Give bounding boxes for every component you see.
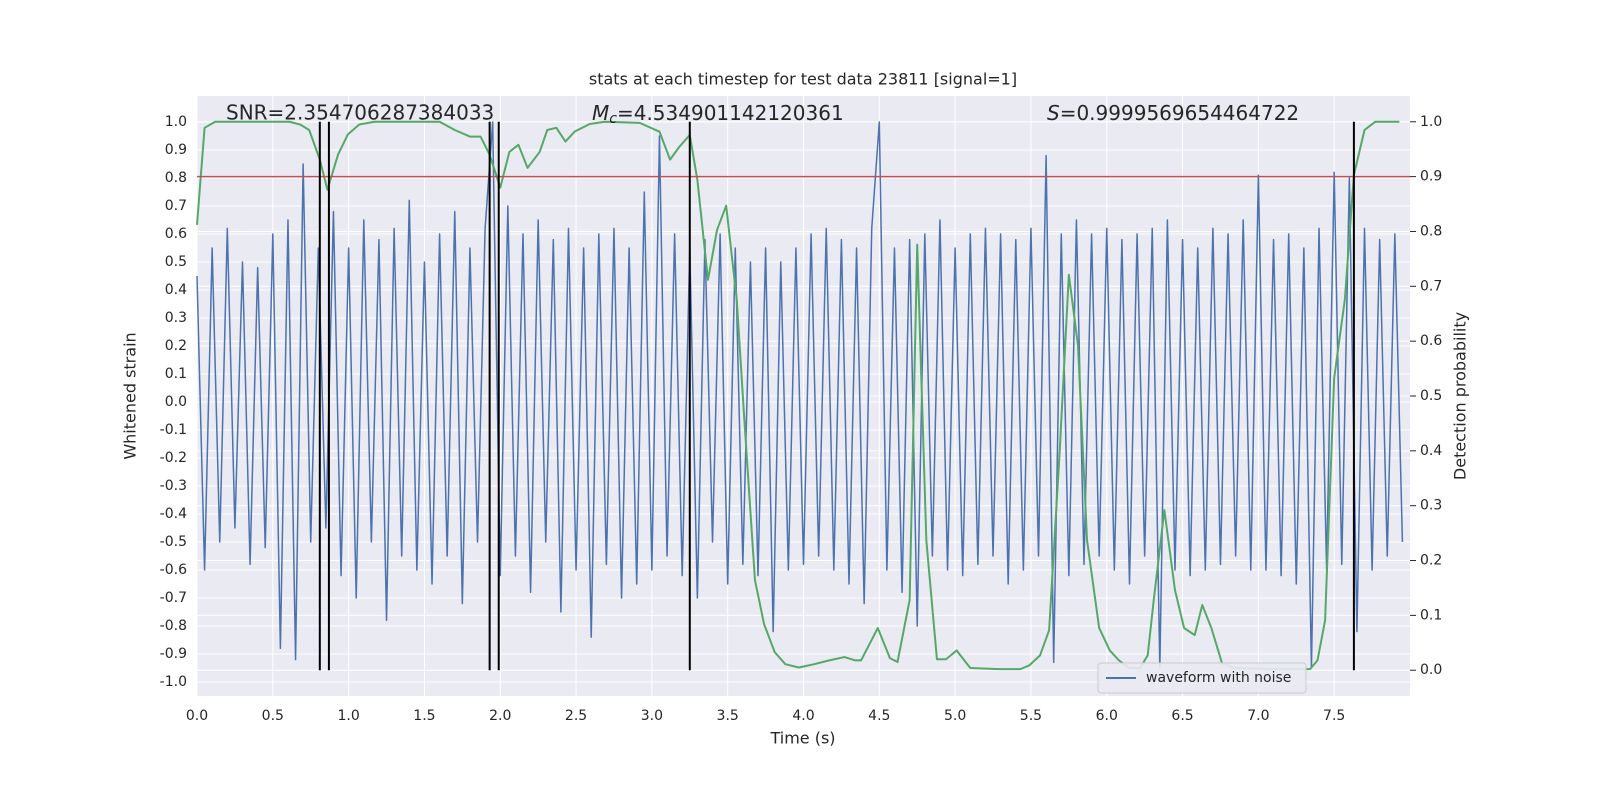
x-tick-label: 2.0 xyxy=(489,708,511,724)
annotation: Mc=4.534901142120361 xyxy=(592,101,844,128)
annotation-symbol: M xyxy=(592,101,609,125)
x-tick-label: 6.0 xyxy=(1096,708,1118,724)
y-tick-label: -0.6 xyxy=(160,562,187,578)
y-tick-label: -0.3 xyxy=(160,478,187,494)
x-tick-label: 3.0 xyxy=(641,708,663,724)
y2-tick-label: 0.6 xyxy=(1420,333,1442,349)
y2-tick-label: 0.5 xyxy=(1420,388,1442,404)
annotation-text: =4.534901142120361 xyxy=(617,101,844,125)
annotation: SNR=2.354706287384033 xyxy=(226,101,494,125)
y2-tick-label: 1.0 xyxy=(1420,114,1442,130)
x-tick-label: 0.0 xyxy=(186,708,208,724)
y-tick-label: -0.7 xyxy=(160,590,187,606)
chart-title: stats at each timestep for test data 238… xyxy=(589,70,1017,89)
x-tick-label: 0.5 xyxy=(262,708,284,724)
y-tick-label: 0.8 xyxy=(165,170,187,186)
y-tick-label: 0.4 xyxy=(165,282,187,298)
y-tick-label: 0.3 xyxy=(165,310,187,326)
y-tick-label: 0.9 xyxy=(165,142,187,158)
y-tick-label: -0.1 xyxy=(160,422,187,438)
x-axis-label: Time (s) xyxy=(769,729,835,748)
series-line xyxy=(196,120,1400,671)
legend-label: waveform with noise xyxy=(1146,670,1291,686)
legend-box xyxy=(1097,662,1307,694)
y-tick-label: 0.0 xyxy=(165,394,187,410)
x-tick-label: 4.5 xyxy=(868,708,890,724)
y-tick-label: 0.5 xyxy=(165,254,187,270)
y-tick-label: -0.5 xyxy=(160,534,187,550)
x-tick-label: 1.0 xyxy=(337,708,359,724)
y-axis-label: Whitened strain xyxy=(121,332,140,459)
annotation-subscript: c xyxy=(609,111,617,127)
x-tick-label: 1.5 xyxy=(413,708,435,724)
y-tick-label: 0.7 xyxy=(165,198,187,214)
x-tick-label: 4.0 xyxy=(792,708,814,724)
y-tick-label: 0.6 xyxy=(165,226,187,242)
y-tick-label: -0.2 xyxy=(160,450,187,466)
y2-tick-label: 0.0 xyxy=(1420,662,1442,678)
x-tick-label: 2.5 xyxy=(565,708,587,724)
legend: waveform with noise xyxy=(1097,662,1307,694)
x-tick-label: 5.0 xyxy=(944,708,966,724)
annotation: S=0.9999569654464722 xyxy=(1047,101,1299,125)
y2-tick-label: 0.7 xyxy=(1420,278,1442,294)
y-tick-label: 1.0 xyxy=(165,114,187,130)
series-line xyxy=(196,121,1404,669)
y2-tick-label: 0.2 xyxy=(1420,553,1442,569)
y-tick-label: -0.4 xyxy=(160,506,187,522)
y2-tick-label: 0.8 xyxy=(1420,223,1442,239)
y2-tick-label: 0.3 xyxy=(1420,498,1442,514)
y-tick-label: -0.9 xyxy=(160,646,187,662)
x-tick-label: 6.5 xyxy=(1171,708,1193,724)
x-tick-label: 7.0 xyxy=(1247,708,1269,724)
y-tick-label: -1.0 xyxy=(160,674,187,690)
y-tick-label: 0.1 xyxy=(165,366,187,382)
x-tick-label: 7.5 xyxy=(1323,708,1345,724)
x-tick-label: 5.5 xyxy=(1020,708,1042,724)
y2-tick-label: 0.4 xyxy=(1420,443,1442,459)
annotation-symbol: S xyxy=(1047,101,1060,125)
annotation-text: =0.9999569654464722 xyxy=(1060,101,1299,125)
y2-tick-label: 0.9 xyxy=(1420,169,1442,185)
y2-axis-label: Detection probability xyxy=(1451,312,1470,480)
x-tick-label: 3.5 xyxy=(717,708,739,724)
y2-tick-label: 0.1 xyxy=(1420,607,1442,623)
y-tick-label: -0.8 xyxy=(160,618,187,634)
y-tick-label: 0.2 xyxy=(165,338,187,354)
